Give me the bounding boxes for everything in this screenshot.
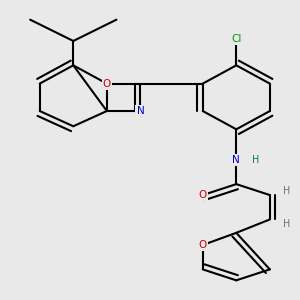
Text: H: H <box>283 219 290 229</box>
Text: O: O <box>199 240 207 250</box>
Text: N: N <box>232 155 240 165</box>
Text: O: O <box>103 79 111 88</box>
Text: H: H <box>252 155 259 165</box>
Text: N: N <box>136 106 144 116</box>
Text: O: O <box>199 190 207 200</box>
Text: Cl: Cl <box>231 34 242 44</box>
Text: H: H <box>283 186 290 196</box>
